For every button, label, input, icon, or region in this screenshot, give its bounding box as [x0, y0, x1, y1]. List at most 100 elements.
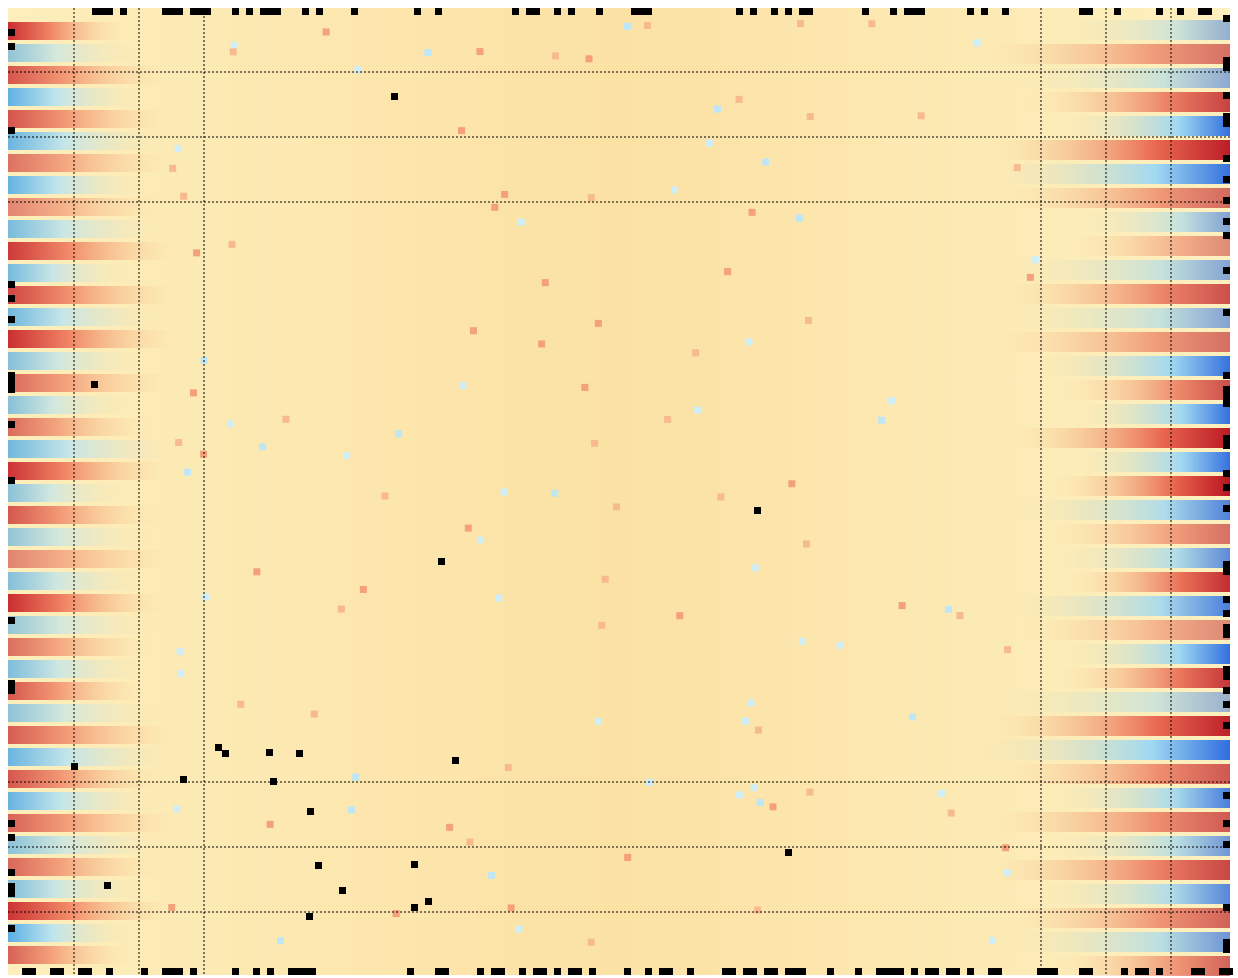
edge-band: [8, 66, 172, 84]
missing-cell: [1223, 484, 1230, 491]
missing-cell: [438, 558, 445, 565]
missing-cell: [8, 43, 15, 50]
edge-band: [8, 726, 183, 744]
outlier-cell: [836, 641, 844, 649]
missing-cell: [785, 849, 792, 856]
outlier-cell: [741, 717, 749, 725]
outlier-cell: [806, 113, 814, 121]
missing-cell: [8, 295, 15, 302]
missing-cell: [687, 968, 694, 975]
missing-cell: [8, 925, 15, 932]
missing-cell: [1223, 792, 1230, 799]
missing-cell: [911, 968, 918, 975]
outlier-cell: [664, 415, 672, 423]
missing-cell: [296, 750, 303, 757]
missing-cell: [1079, 8, 1086, 15]
outlier-cell: [601, 575, 609, 583]
missing-cell: [918, 8, 925, 15]
outlier-cell: [762, 158, 770, 166]
outlier-cell: [458, 127, 466, 135]
missing-cell: [339, 887, 346, 894]
missing-cell: [799, 968, 806, 975]
missing-cell: [176, 8, 183, 15]
outlier-cell: [797, 20, 805, 28]
outlier-cell: [937, 790, 945, 798]
missing-cell: [29, 968, 36, 975]
missing-cell: [512, 8, 519, 15]
outlier-cell: [230, 41, 238, 49]
outlier-cell: [769, 803, 777, 811]
missing-cell: [204, 8, 211, 15]
missing-cell: [8, 372, 15, 379]
missing-cell: [1086, 968, 1093, 975]
edge-band: [8, 22, 129, 40]
missing-cell: [491, 968, 498, 975]
missing-cell: [309, 968, 316, 975]
missing-cell: [267, 8, 274, 15]
missing-cell: [1223, 64, 1230, 71]
missing-cell: [288, 968, 295, 975]
edge-band: [8, 946, 133, 964]
missing-cell: [1223, 946, 1230, 953]
missing-cell: [1223, 596, 1230, 603]
missing-cell: [1223, 400, 1230, 407]
outlier-cell: [515, 925, 523, 933]
missing-cell: [8, 281, 15, 288]
missing-cell: [645, 8, 652, 15]
edge-band: [8, 638, 153, 656]
missing-cell: [1223, 820, 1230, 827]
missing-cell: [750, 8, 757, 15]
outlier-cell: [585, 55, 593, 63]
missing-cell: [946, 968, 953, 975]
missing-cell: [1223, 113, 1230, 120]
missing-cell: [1223, 722, 1230, 729]
missing-cell: [981, 8, 988, 15]
outlier-cell: [989, 937, 997, 945]
missing-cell: [8, 617, 15, 624]
outlier-cell: [1002, 844, 1010, 852]
missing-cell: [911, 8, 918, 15]
missing-cell: [897, 968, 904, 975]
edge-band: [8, 902, 176, 920]
edge-band: [995, 284, 1230, 304]
missing-cell: [246, 8, 253, 15]
outlier-cell: [551, 52, 559, 60]
missing-cell: [526, 8, 533, 15]
outlier-cell: [581, 383, 589, 391]
missing-cell: [729, 968, 736, 975]
outlier-cell: [909, 713, 917, 721]
edge-band: [8, 154, 178, 172]
missing-cell: [754, 507, 761, 514]
edge-band: [8, 836, 171, 854]
edge-band: [1008, 260, 1230, 280]
outlier-cell: [551, 489, 559, 497]
missing-cell: [260, 8, 267, 15]
outlier-cell: [464, 524, 472, 532]
edge-band: [8, 198, 170, 216]
missing-cell: [1177, 8, 1184, 15]
missing-cell: [1191, 968, 1198, 975]
edge-band: [993, 764, 1230, 784]
missing-cell: [162, 968, 169, 975]
outlier-cell: [228, 240, 236, 248]
edge-band: [8, 308, 167, 326]
edge-band: [1049, 548, 1230, 568]
outlier-cell: [184, 468, 192, 476]
missing-cell: [1223, 631, 1230, 638]
edge-band: [970, 740, 1230, 760]
missing-cell: [1156, 968, 1163, 975]
outlier-cell: [487, 871, 495, 879]
missing-cell: [540, 968, 547, 975]
edge-band: [8, 682, 148, 700]
missing-cell: [1223, 568, 1230, 575]
edge-band: [8, 440, 185, 458]
outlier-cell: [200, 450, 208, 458]
missing-cell: [925, 968, 932, 975]
edge-band: [8, 924, 135, 942]
outlier-cell: [495, 594, 503, 602]
outlier-cell: [1004, 646, 1012, 654]
outlier-cell: [751, 564, 759, 572]
outlier-cell: [359, 586, 367, 594]
